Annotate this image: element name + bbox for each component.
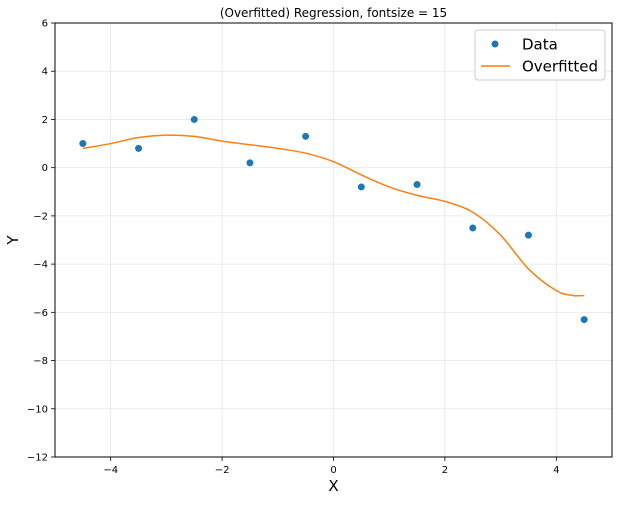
data-point	[580, 316, 588, 324]
data-point	[524, 231, 532, 239]
x-tick-label: −4	[103, 465, 118, 476]
x-tick-label: −2	[215, 465, 230, 476]
chart-title: (Overfitted) Regression, fontsize = 15	[220, 6, 447, 20]
y-tick-label: −2	[33, 211, 48, 222]
data-point	[79, 140, 87, 148]
data-point	[190, 115, 198, 123]
grid-layer	[55, 22, 612, 458]
ticks-layer: −4 −2 0 2 4 −12 −10 −8 −6 −4 −2 0 2 4 6	[27, 19, 560, 477]
data-point	[413, 181, 421, 189]
y-tick-label: 0	[42, 163, 48, 174]
points-layer	[79, 115, 588, 324]
y-tick-label: −8	[33, 356, 48, 367]
x-tick-label: 2	[442, 465, 448, 476]
overfitted-curve	[82, 134, 585, 297]
data-point	[135, 144, 143, 152]
legend-box	[474, 29, 606, 81]
y-tick-label: −10	[27, 404, 48, 415]
data-point	[357, 183, 365, 191]
data-point	[246, 159, 254, 167]
fit-layer	[82, 134, 585, 297]
y-tick-label: −12	[27, 453, 48, 464]
y-tick-label: 6	[42, 19, 48, 30]
legend-data-marker	[491, 40, 499, 48]
x-tick-label: 0	[330, 465, 336, 476]
y-tick-label: −6	[33, 308, 48, 319]
y-tick-label: 2	[42, 115, 48, 126]
y-axis-title: Y	[4, 235, 22, 246]
x-axis-title: X	[328, 477, 338, 495]
data-point	[469, 224, 477, 232]
legend-fit-label: Overfitted	[522, 58, 598, 76]
data-point	[302, 132, 310, 140]
legend-data-label: Data	[522, 36, 558, 54]
legend: Data Overfitted	[474, 29, 606, 81]
y-tick-label: −4	[33, 260, 48, 271]
y-tick-label: 4	[42, 67, 48, 78]
x-tick-label: 4	[553, 465, 559, 476]
